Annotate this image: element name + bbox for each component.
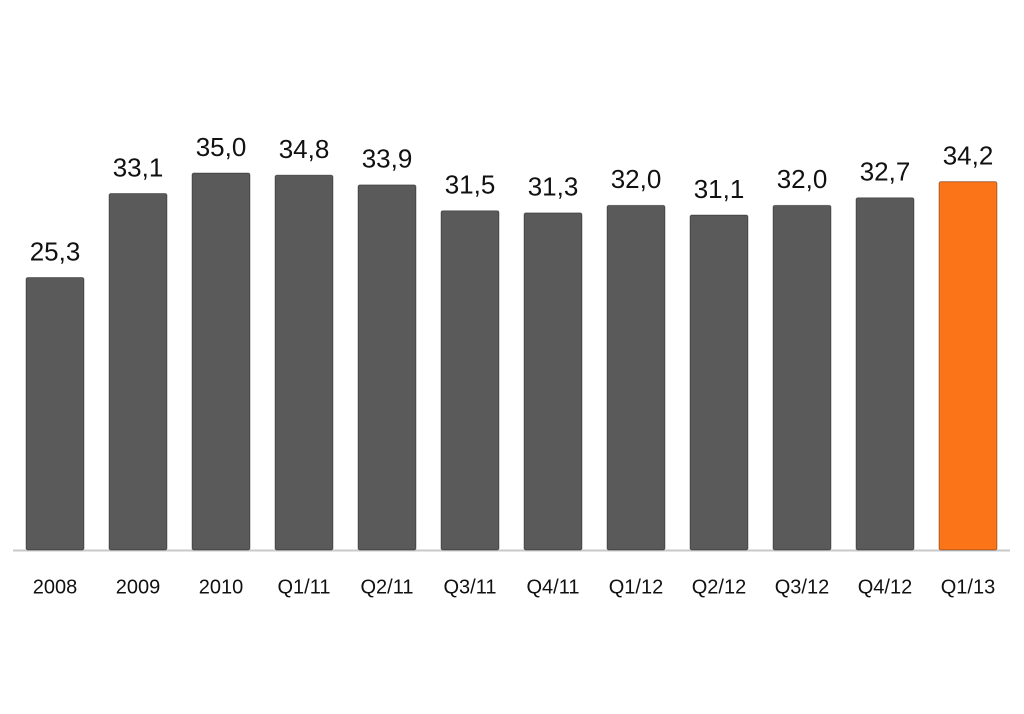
value-label: 34,8 bbox=[279, 134, 330, 164]
value-label: 25,3 bbox=[30, 236, 81, 266]
x-tick-label: Q3/12 bbox=[775, 576, 829, 598]
x-tick-label: Q4/11 bbox=[527, 576, 580, 598]
bar bbox=[689, 214, 749, 551]
value-label: 33,1 bbox=[113, 152, 164, 182]
bar bbox=[108, 192, 168, 551]
x-tick-label: Q4/12 bbox=[858, 576, 912, 598]
value-label: 32,7 bbox=[860, 157, 911, 187]
bar bbox=[440, 210, 500, 551]
x-tick-label: Q1/13 bbox=[941, 576, 995, 598]
bar bbox=[523, 212, 583, 551]
x-tick-label: Q1/12 bbox=[609, 576, 663, 598]
x-tick-label: Q2/11 bbox=[361, 576, 414, 598]
value-label: 32,0 bbox=[611, 164, 662, 194]
bar bbox=[855, 197, 915, 551]
x-tick-label: Q1/11 bbox=[278, 576, 331, 598]
x-tick-label: 2010 bbox=[199, 576, 244, 598]
bar bbox=[25, 276, 85, 551]
bar bbox=[357, 184, 417, 551]
value-label: 33,9 bbox=[362, 144, 413, 174]
value-label: 31,1 bbox=[694, 174, 745, 204]
bar bbox=[938, 181, 998, 551]
x-tick-label: Q2/12 bbox=[692, 576, 746, 598]
x-tick-label: 2008 bbox=[33, 576, 78, 598]
bar bbox=[191, 172, 251, 551]
value-label: 31,5 bbox=[445, 170, 496, 200]
bar bbox=[274, 174, 334, 551]
bar bbox=[606, 204, 666, 551]
value-label: 35,0 bbox=[196, 132, 247, 162]
value-label: 31,3 bbox=[528, 172, 579, 202]
x-tick-label: 2009 bbox=[116, 576, 161, 598]
bar bbox=[772, 204, 832, 551]
x-tick-label: Q3/11 bbox=[444, 576, 497, 598]
value-label: 32,0 bbox=[777, 164, 828, 194]
value-label: 34,2 bbox=[943, 140, 994, 170]
